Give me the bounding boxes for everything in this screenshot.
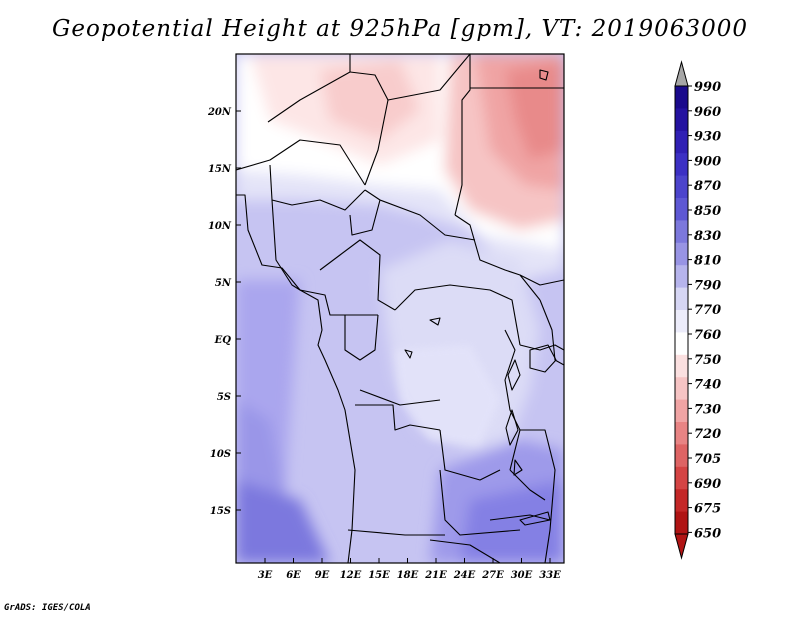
lon-tick-label: 15E bbox=[368, 570, 390, 581]
colorbar-level-label: 960 bbox=[694, 105, 721, 120]
colorbar-swatch bbox=[675, 220, 688, 244]
colorbar-swatch bbox=[675, 377, 688, 401]
lat-tick-label: 5N bbox=[215, 278, 232, 289]
colorbar-level-label: 675 bbox=[694, 502, 721, 517]
colorbar-swatch bbox=[675, 466, 688, 490]
colorbar-swatch bbox=[675, 175, 688, 199]
colorbar-level-label: 790 bbox=[694, 278, 721, 293]
lon-tick-label: 9E bbox=[315, 570, 330, 581]
lon-tick-label: 27E bbox=[481, 570, 504, 581]
lon-tick-label: 12E bbox=[340, 570, 362, 581]
lon-tick-label: 18E bbox=[397, 570, 419, 581]
colorbar-level-label: 830 bbox=[694, 229, 721, 244]
lat-tick-label: 10N bbox=[208, 221, 232, 232]
colorbar-level-label: 690 bbox=[694, 477, 721, 492]
colorbar-level-label: 705 bbox=[694, 452, 721, 467]
colorbar-frame bbox=[674, 85, 689, 535]
colorbar-level-label: 810 bbox=[694, 254, 721, 269]
map-title: Geopotential Height at 925hPa [gpm], VT:… bbox=[52, 16, 748, 42]
lat-tick-label: EQ bbox=[214, 335, 232, 346]
lon-tick-label: 30E bbox=[511, 570, 533, 581]
lat-tick-label: 15N bbox=[208, 164, 232, 175]
colorbar: 990 960 930 900 870 850 830 810 790 770 760 750 740 7… bbox=[674, 60, 721, 560]
lon-tick-label: 6E bbox=[286, 570, 301, 581]
colorbar-swatch bbox=[675, 422, 688, 445]
colorbar-level-label: 770 bbox=[694, 303, 721, 318]
lat-tick-label: 15S bbox=[210, 506, 231, 517]
colorbar-level-label: 720 bbox=[694, 427, 721, 442]
plot-frame bbox=[235, 53, 565, 564]
colorbar-swatch bbox=[675, 108, 688, 132]
colorbar-swatch bbox=[675, 444, 688, 468]
country-boundaries bbox=[236, 54, 564, 563]
longitude-axis: 3E 6E 9E 12E 15E 18E 21E 24E 27E 30E 33E bbox=[258, 558, 561, 581]
colorbar-swatch bbox=[675, 511, 688, 535]
colorbar-swatch bbox=[675, 198, 688, 221]
colorbar-top-arrow bbox=[674, 60, 689, 87]
colorbar-swatch bbox=[675, 130, 688, 154]
colorbar-level-label: 900 bbox=[694, 154, 721, 169]
colorbar-level-label: 930 bbox=[694, 130, 721, 145]
colorbar-swatch bbox=[675, 86, 688, 109]
colorbar-swatch bbox=[675, 265, 688, 289]
lon-tick-label: 24E bbox=[453, 570, 476, 581]
colorbar-level-label: 870 bbox=[694, 179, 721, 194]
lat-tick-label: 5S bbox=[217, 392, 231, 403]
colorbar-swatch bbox=[675, 399, 688, 423]
grads-credit: GrADS: IGES/COLA bbox=[4, 603, 91, 613]
colorbar-swatch bbox=[675, 242, 688, 266]
colorbar-level-label: 850 bbox=[694, 204, 721, 219]
lon-tick-label: 3E bbox=[258, 570, 273, 581]
lat-tick-label: 20N bbox=[207, 107, 232, 118]
colorbar-swatch bbox=[675, 310, 688, 333]
colorbar-swatch bbox=[675, 153, 688, 177]
lat-tick-label: 10S bbox=[210, 449, 231, 460]
lon-tick-label: 33E bbox=[539, 570, 561, 581]
colorbar-level-label: 990 bbox=[694, 80, 721, 95]
colorbar-level-label: 740 bbox=[694, 378, 721, 393]
colorbar-level-label: 760 bbox=[694, 328, 721, 343]
colorbar-swatch bbox=[675, 489, 688, 513]
latitude-axis: 20N 15N 10N 5N EQ 5S 10S 15S bbox=[207, 107, 241, 517]
height-field bbox=[236, 54, 564, 563]
colorbar-bottom-arrow bbox=[674, 533, 689, 560]
lon-tick-label: 21E bbox=[424, 570, 447, 581]
colorbar-level-label: 650 bbox=[694, 526, 721, 541]
colorbar-level-label: 750 bbox=[694, 353, 721, 368]
colorbar-level-label: 730 bbox=[694, 402, 721, 417]
colorbar-swatch bbox=[675, 354, 688, 378]
colorbar-swatch bbox=[675, 287, 688, 311]
colorbar-swatch bbox=[675, 332, 688, 356]
